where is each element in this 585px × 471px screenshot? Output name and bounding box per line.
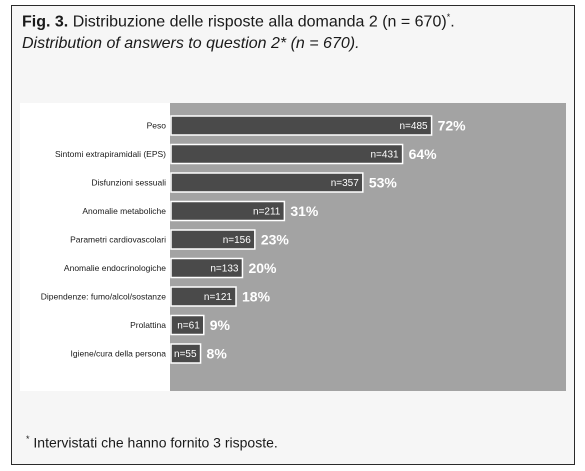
footnote: * Intervistati che hanno fornito 3 rispo… — [26, 434, 278, 451]
percent-label: 20% — [248, 260, 277, 276]
percent-label: 72% — [438, 118, 467, 134]
figure-box: Fig. 3. Distribuzione delle risposte all… — [11, 5, 575, 465]
category-label: Anomalie endocrinologiche — [64, 263, 166, 273]
figure-number: Fig. 3. — [22, 13, 69, 31]
bar — [170, 229, 256, 250]
count-label: n=211 — [253, 207, 281, 218]
bar — [170, 314, 205, 336]
category-label: Parametri cardiovascolari — [70, 235, 166, 245]
caption-asterisk: * — [446, 12, 451, 22]
category-label: Dipendenze: fumo/alcol/sostanze — [41, 292, 166, 302]
percent-label: 8% — [207, 346, 228, 362]
bar — [170, 200, 286, 222]
percent-label: 9% — [210, 317, 231, 333]
caption-english: Distribution of answers to question 2* (… — [22, 35, 360, 52]
bar — [170, 286, 237, 307]
caption-period: . — [450, 13, 455, 31]
percent-label: 18% — [242, 289, 271, 305]
count-label: n=55 — [174, 349, 197, 360]
count-label: n=61 — [177, 321, 200, 332]
category-label: Peso — [147, 121, 167, 131]
bar — [170, 143, 404, 165]
percent-label: 31% — [290, 203, 319, 219]
chart-area: Peso n=485 72% Sintomi extrapiramidali (EPS… — [20, 103, 566, 391]
percent-label: 64% — [409, 146, 438, 162]
bar — [170, 257, 244, 279]
category-label: Disfunzioni sessuali — [91, 178, 166, 188]
count-label: n=485 — [400, 121, 429, 132]
caption-italian: Fig. 3. Distribuzione delle risposte all… — [22, 12, 455, 31]
percent-label: 53% — [369, 175, 398, 191]
bar — [170, 115, 433, 136]
footnote-asterisk: * — [26, 434, 30, 444]
category-label: Sintomi extrapiramidali (EPS) — [55, 149, 166, 159]
footnote-text: Intervistati che hanno fornito 3 rispost… — [29, 434, 278, 451]
category-label: Prolattina — [130, 320, 166, 330]
count-label: n=133 — [210, 264, 239, 275]
count-label: n=156 — [223, 235, 252, 246]
category-label: Igiene/cura della persona — [71, 349, 167, 359]
count-label: n=431 — [370, 150, 399, 161]
bar — [170, 343, 202, 364]
bar — [170, 172, 364, 193]
bar-chart: Peso n=485 72% Sintomi extrapiramidali (EPS… — [41, 103, 566, 391]
category-label: Anomalie metaboliche — [82, 206, 166, 216]
count-label: n=357 — [331, 178, 360, 189]
percent-label: 23% — [261, 232, 290, 248]
caption-title-it: Distribuzione delle risposte alla domand… — [72, 13, 447, 31]
count-label: n=121 — [204, 292, 233, 303]
